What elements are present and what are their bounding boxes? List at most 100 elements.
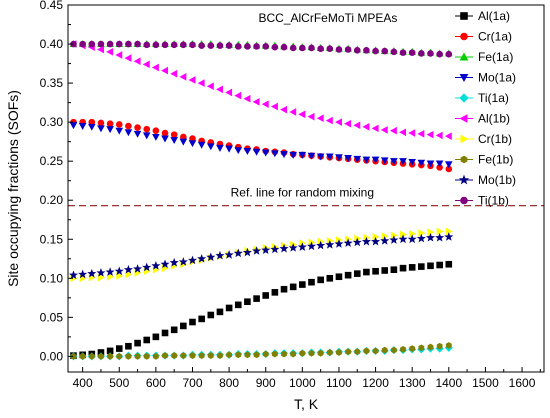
data-point [380,126,388,134]
data-point [134,339,141,347]
data-point [299,349,306,357]
data-point [435,131,443,140]
data-point [152,127,160,135]
data-point [261,245,271,255]
data-point [253,295,260,302]
data-point [170,69,178,78]
data-point [308,44,315,52]
data-point [281,350,287,358]
data-point [151,261,161,270]
legend-item: Cr(1a) [455,30,512,44]
series-mo-1a [69,122,453,169]
data-point [161,66,169,75]
data-point [408,158,416,166]
y-tick-label: 0.35 [40,76,64,90]
data-point [143,336,151,344]
data-point [179,138,188,146]
x-tick-label: 1300 [399,376,426,390]
data-point [353,155,362,163]
data-point [106,126,114,134]
legend-item: Mo(1a) [455,71,516,85]
legend-item: Fe(1b) [455,153,513,167]
data-point [198,42,205,49]
data-point [353,270,361,277]
series-al-1a [70,260,453,359]
data-point [426,130,434,139]
data-point [436,261,443,269]
data-point [170,137,178,145]
data-point [253,351,260,359]
data-point [325,239,335,249]
data-point [408,129,416,137]
x-tick-label: 1600 [509,376,536,390]
x-tick-label: 1500 [472,376,499,390]
legend-marker [459,74,469,82]
data-point [97,45,104,54]
data-point [444,232,454,241]
data-point [372,347,379,355]
data-point [445,50,453,58]
data-point [152,333,160,341]
data-point [407,234,417,244]
data-point [289,44,297,52]
data-point [170,131,178,138]
data-point [444,132,452,140]
data-point [399,264,407,272]
legend-item: Ti(1a) [455,91,509,105]
data-point [125,270,133,279]
data-point [317,276,324,284]
data-point [298,110,306,119]
reference-line-label: Ref. line for random mixing [231,186,374,200]
legend-label: Al(1b) [478,112,510,126]
legend-item: Mo(1b) [455,173,516,187]
y-tick-label: 0.20 [40,193,64,207]
data-point [408,49,416,56]
data-point [381,267,389,274]
data-point [97,119,105,127]
data-point [243,148,252,155]
data-point [79,40,86,48]
data-point [261,149,270,157]
legend-item: Cr(1b) [455,132,512,146]
data-point [106,120,114,127]
data-point [399,128,407,137]
y-tick-label: 0.40 [40,37,64,51]
data-point [417,159,426,167]
data-point [381,47,389,55]
data-point [380,157,389,165]
data-point [262,350,269,358]
data-point [189,352,196,359]
x-axis-title: T, K [294,396,319,412]
data-point [408,264,416,271]
legend-label: Ti(1a) [478,91,509,105]
data-point [226,351,233,359]
data-point [170,41,178,49]
data-point [390,266,398,274]
data-point [79,353,86,360]
data-point [344,119,352,128]
series-al-1b [69,40,452,140]
data-point [234,91,242,100]
data-point [106,40,114,48]
data-point [198,352,205,359]
data-point [124,129,133,137]
data-point [334,239,344,248]
data-point [389,235,399,244]
data-point [115,127,124,135]
data-point [280,43,288,51]
data-point [115,51,123,59]
data-point [179,73,187,81]
data-point [436,50,443,58]
data-point [316,153,325,161]
data-point [162,352,168,359]
series-mo-1b [68,232,454,280]
data-point [362,123,370,131]
data-point [160,259,170,269]
y-tick-label: 0.05 [40,310,64,324]
data-point [435,232,445,242]
x-tick-label: 1200 [362,376,389,390]
x-tick-label: 1100 [326,376,352,390]
data-point [125,122,132,130]
data-point [96,268,106,277]
